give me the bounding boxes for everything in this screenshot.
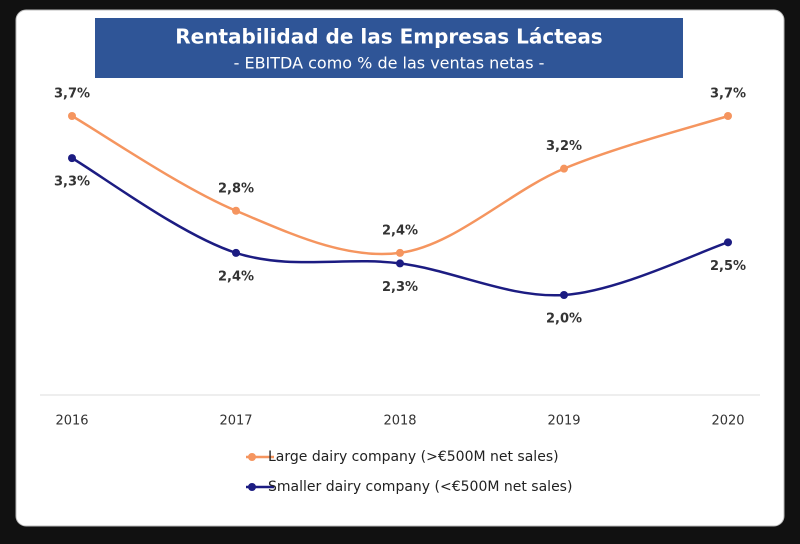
value-label: 2,3%	[382, 280, 418, 295]
value-label: 3,3%	[54, 175, 90, 190]
data-point	[396, 248, 404, 257]
x-tick-label: 2020	[711, 414, 744, 429]
data-point	[724, 112, 732, 120]
value-label: 3,7%	[710, 87, 746, 102]
value-label: 3,7%	[54, 87, 90, 102]
value-label: 2,5%	[710, 259, 746, 274]
data-point	[232, 206, 240, 215]
value-label: 2,8%	[218, 181, 254, 196]
value-label: 2,4%	[218, 269, 254, 284]
data-point	[68, 154, 76, 163]
data-point	[232, 248, 240, 257]
legend-label: Smaller dairy company (<€500M net sales)	[268, 479, 572, 495]
x-tick-label: 2017	[219, 414, 252, 429]
data-point	[396, 259, 404, 268]
legend-marker	[248, 483, 256, 491]
chart-subtitle: - EBITDA como % de las ventas netas -	[234, 54, 545, 73]
value-label: 2,4%	[382, 223, 418, 238]
value-label: 2,0%	[546, 312, 582, 327]
x-tick-label: 2018	[383, 414, 416, 429]
chart-title: Rentabilidad de las Empresas Lácteas	[175, 25, 602, 49]
legend-marker	[248, 453, 256, 461]
value-label: 3,2%	[546, 139, 582, 154]
legend-label: Large dairy company (>€500M net sales)	[268, 449, 559, 465]
data-point	[560, 291, 568, 299]
card	[15, 9, 785, 527]
data-point	[68, 112, 76, 120]
data-point	[724, 238, 732, 247]
title-box	[95, 18, 683, 78]
x-tick-label: 2019	[547, 414, 580, 429]
x-tick-label: 2016	[55, 414, 88, 429]
data-point	[560, 164, 568, 173]
